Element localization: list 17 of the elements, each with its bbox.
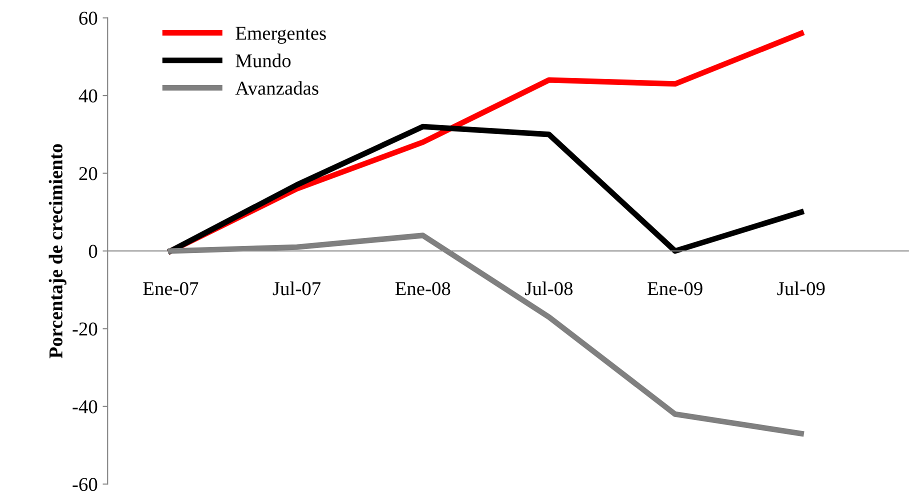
y-tick-label: 20 xyxy=(79,167,98,180)
y-tick-label: 0 xyxy=(88,244,98,258)
y-axis-title: Porcentaje de crecimiento xyxy=(48,144,66,358)
legend-label: Emergentes xyxy=(236,26,326,44)
x-tick-label: Ene-07 xyxy=(143,282,198,296)
x-tick-label: Jul-09 xyxy=(777,282,825,296)
x-tick-label: Ene-09 xyxy=(648,282,702,296)
legend-label: Mundo xyxy=(236,54,291,68)
legend-label: Avanzadas xyxy=(235,81,318,95)
y-tick-label: -60 xyxy=(72,478,98,492)
y-tick-label: -20 xyxy=(72,322,98,336)
y-tick-label: 40 xyxy=(78,89,98,102)
x-tick-label: Jul-07 xyxy=(272,282,321,296)
x-tick-label: Ene-08 xyxy=(395,282,450,296)
x-tick-label: Jul-08 xyxy=(525,282,573,296)
y-tick-label: -40 xyxy=(72,400,98,414)
y-tick-label: 60 xyxy=(79,12,98,25)
